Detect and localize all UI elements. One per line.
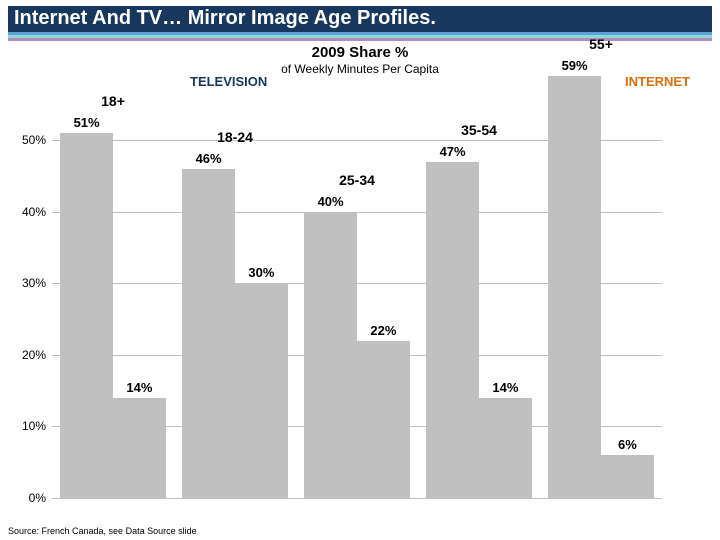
title-bar: Internet And TV… Mirror Image Age Profil… [8, 6, 712, 38]
bar-internet: 22% [357, 341, 410, 498]
y-axis-label: 0% [10, 491, 46, 505]
category-label: 18-24 [180, 129, 290, 145]
bar-label: 47% [426, 144, 479, 159]
bar-label: 51% [60, 115, 113, 130]
category-label: 55+ [546, 36, 656, 52]
chart-column: 25-3440%22% [302, 76, 412, 498]
y-axis-label: 40% [10, 205, 46, 219]
page-title: Internet And TV… Mirror Image Age Profil… [14, 7, 436, 30]
bar-chart: 0%10%20%30%40%50%18+51%14%18-2446%30%25-… [52, 76, 662, 498]
bar-label: 30% [235, 265, 288, 280]
gridline [52, 498, 662, 499]
bar-label: 40% [304, 194, 357, 209]
bar-television: 51% [60, 133, 113, 498]
bar-label: 6% [601, 437, 654, 452]
bar-television: 47% [426, 162, 479, 498]
bar-label: 59% [548, 58, 601, 73]
chart-subheading: of Weekly Minutes Per Capita [0, 62, 720, 76]
bar-television: 46% [182, 169, 235, 498]
y-axis-label: 30% [10, 276, 46, 290]
bar-label: 14% [113, 380, 166, 395]
bar-label: 14% [479, 380, 532, 395]
bar-label: 46% [182, 151, 235, 166]
category-label: 25-34 [302, 172, 412, 188]
chart-column: 18+51%14% [58, 76, 168, 498]
y-axis-label: 50% [10, 133, 46, 147]
chart-column: 18-2446%30% [180, 76, 290, 498]
source-note: Source: French Canada, see Data Source s… [8, 526, 197, 536]
category-label: 18+ [58, 93, 168, 109]
category-label: 35-54 [424, 122, 534, 138]
bar-label: 22% [357, 323, 410, 338]
y-axis-label: 10% [10, 419, 46, 433]
bar-internet: 6% [601, 455, 654, 498]
bar-internet: 14% [479, 398, 532, 498]
y-axis-label: 20% [10, 348, 46, 362]
chart-column: 35-5447%14% [424, 76, 534, 498]
bar-internet: 14% [113, 398, 166, 498]
bar-television: 40% [304, 212, 357, 498]
bar-television: 59% [548, 76, 601, 498]
chart-column: 55+59%6% [546, 76, 656, 498]
bar-internet: 30% [235, 283, 288, 498]
